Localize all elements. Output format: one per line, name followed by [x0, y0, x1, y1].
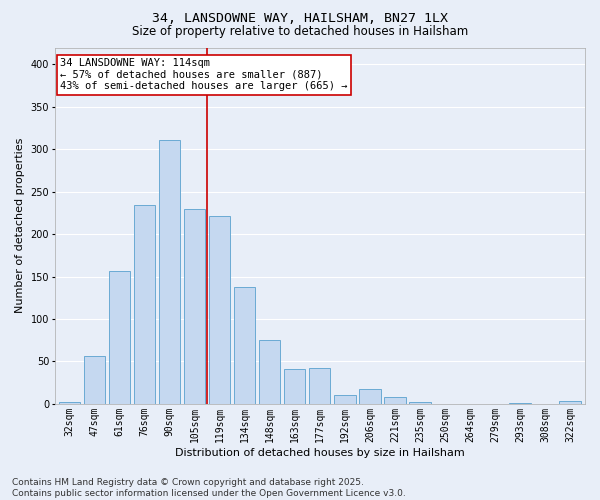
Bar [59, 402, 80, 404]
Bar [509, 403, 530, 404]
Y-axis label: Number of detached properties: Number of detached properties [15, 138, 25, 314]
Bar [84, 356, 106, 404]
Bar [234, 287, 256, 404]
Bar [109, 270, 130, 404]
Bar [559, 400, 581, 404]
Bar [334, 394, 356, 404]
Text: 34, LANSDOWNE WAY, HAILSHAM, BN27 1LX: 34, LANSDOWNE WAY, HAILSHAM, BN27 1LX [152, 12, 448, 26]
X-axis label: Distribution of detached houses by size in Hailsham: Distribution of detached houses by size … [175, 448, 465, 458]
Bar [134, 206, 155, 404]
Bar [159, 140, 181, 404]
Text: Size of property relative to detached houses in Hailsham: Size of property relative to detached ho… [132, 25, 468, 38]
Bar [259, 340, 280, 404]
Bar [384, 397, 406, 404]
Text: 34 LANSDOWNE WAY: 114sqm
← 57% of detached houses are smaller (887)
43% of semi-: 34 LANSDOWNE WAY: 114sqm ← 57% of detach… [60, 58, 347, 92]
Bar [359, 388, 380, 404]
Bar [209, 216, 230, 404]
Bar [184, 208, 205, 404]
Bar [284, 369, 305, 404]
Bar [409, 402, 431, 404]
Text: Contains HM Land Registry data © Crown copyright and database right 2025.
Contai: Contains HM Land Registry data © Crown c… [12, 478, 406, 498]
Bar [309, 368, 331, 404]
